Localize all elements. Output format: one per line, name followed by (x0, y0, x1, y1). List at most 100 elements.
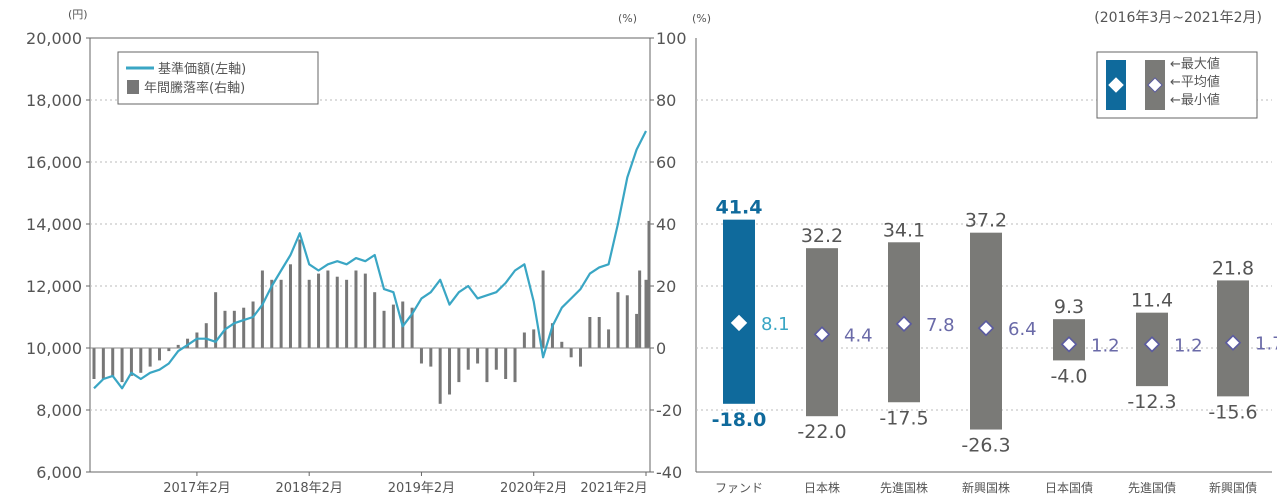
return-bar (522, 332, 526, 348)
legend-avg-marker (1147, 77, 1163, 93)
max-label: 41.4 (716, 197, 763, 219)
avg-label: 1.2 (1091, 335, 1120, 356)
return-bar (438, 348, 442, 404)
category-label: ファンド (715, 481, 763, 495)
return-bar (429, 348, 433, 367)
return-bar (419, 348, 423, 364)
return-bar (148, 348, 152, 367)
return-bar (638, 270, 642, 348)
right-axis-tick-label: -40 (656, 463, 682, 482)
avg-label: 1.7 (1255, 334, 1277, 355)
return-bar (317, 273, 321, 348)
return-bar (550, 323, 554, 348)
avg-label: 7.8 (926, 315, 955, 336)
max-label: 37.2 (965, 210, 1007, 232)
left-axis-tick-label: 6,000 (36, 463, 82, 482)
right-axis-tick-label: 20 (656, 277, 676, 296)
min-label: -12.3 (1127, 391, 1176, 413)
avg-label: 4.4 (844, 325, 873, 346)
right-legend-label: ←最大値 (1170, 56, 1220, 72)
x-axis-tick-label: 2020年2月 (500, 481, 567, 496)
return-bar (485, 348, 489, 383)
return-bar (326, 270, 330, 348)
left-axis-tick-label: 20,000 (26, 29, 82, 48)
legend-label: 基準価額(左軸) (158, 61, 246, 77)
return-bar (616, 292, 620, 348)
right-legend-label: ←最小値 (1170, 92, 1220, 108)
avg-label: 6.4 (1008, 319, 1037, 340)
max-label: 11.4 (1131, 290, 1173, 312)
category-label: 先進国債 (1128, 480, 1176, 495)
right-axis-tick-label: -20 (656, 401, 682, 420)
return-bar (410, 307, 414, 348)
return-bar (635, 313, 639, 348)
min-label: -26.3 (961, 435, 1010, 457)
return-bar (391, 304, 395, 348)
return-bar (167, 348, 171, 352)
return-bar (448, 348, 452, 395)
right-axis-tick-label: 80 (656, 91, 676, 110)
right-axis-unit: (%) (618, 12, 637, 25)
return-bar (101, 348, 105, 379)
left-axis-tick-label: 12,000 (26, 277, 82, 296)
x-axis-tick-label: 2017年2月 (163, 481, 230, 496)
return-bar (157, 348, 161, 361)
right-chart-unit: (%) (692, 12, 711, 25)
min-label: -4.0 (1050, 365, 1087, 387)
return-bar (457, 348, 461, 383)
category-label: 日本国債 (1045, 480, 1093, 495)
category-label: 新興国債 (1209, 480, 1257, 495)
left-axis-tick-label: 8,000 (36, 401, 82, 420)
right-legend-label: ←平均値 (1170, 74, 1220, 90)
left-axis-tick-label: 14,000 (26, 215, 82, 234)
return-bar (92, 348, 96, 379)
left-chart: 6,000 8,000 10,000 12,000 14,000 16,000 18,000… (26, 8, 687, 496)
left-axis-tick-label: 18,000 (26, 91, 82, 110)
return-bar (579, 348, 583, 367)
return-bar (111, 348, 115, 376)
min-label: -22.0 (797, 421, 846, 443)
return-bar (569, 348, 573, 358)
min-label: -17.5 (879, 407, 928, 429)
max-label: 34.1 (883, 219, 925, 241)
return-bar (139, 348, 143, 373)
category-label: 新興国株 (962, 480, 1010, 495)
return-bar (214, 292, 218, 348)
return-bar (176, 344, 180, 348)
return-bar (513, 348, 517, 383)
max-label: 32.2 (801, 225, 843, 247)
return-bar (363, 273, 367, 348)
left-legend-box (117, 51, 319, 105)
return-bar (232, 310, 236, 348)
return-bar (644, 279, 648, 348)
return-bar (298, 239, 302, 348)
return-bar (494, 348, 498, 370)
avg-marker (813, 326, 831, 343)
x-axis-tick-label: 2018年2月 (276, 481, 343, 496)
avg-label: 8.1 (761, 314, 790, 335)
return-bar (307, 279, 311, 348)
min-label: -15.6 (1208, 401, 1257, 423)
return-bar (345, 279, 349, 348)
avg-marker (1143, 336, 1161, 353)
avg-marker (1224, 334, 1242, 351)
return-bar (186, 338, 190, 348)
return-bar (560, 341, 564, 348)
return-bar (354, 270, 358, 348)
return-bar (597, 317, 601, 348)
right-axis-tick-label: 40 (656, 215, 676, 234)
legend-avg-marker (1108, 77, 1124, 93)
nav-line (93, 130, 647, 390)
period-label: (2016年3月~2021年2月) (1094, 10, 1262, 26)
return-bar (541, 270, 545, 348)
avg-label: 1.2 (1174, 335, 1203, 356)
right-axis-tick-label: 100 (656, 29, 687, 48)
return-bar (129, 348, 133, 376)
return-bar (588, 317, 592, 348)
avg-marker (895, 315, 913, 333)
return-bar (288, 264, 292, 348)
avg-marker (977, 319, 995, 337)
return-bar (476, 348, 480, 364)
return-bar (504, 348, 508, 379)
